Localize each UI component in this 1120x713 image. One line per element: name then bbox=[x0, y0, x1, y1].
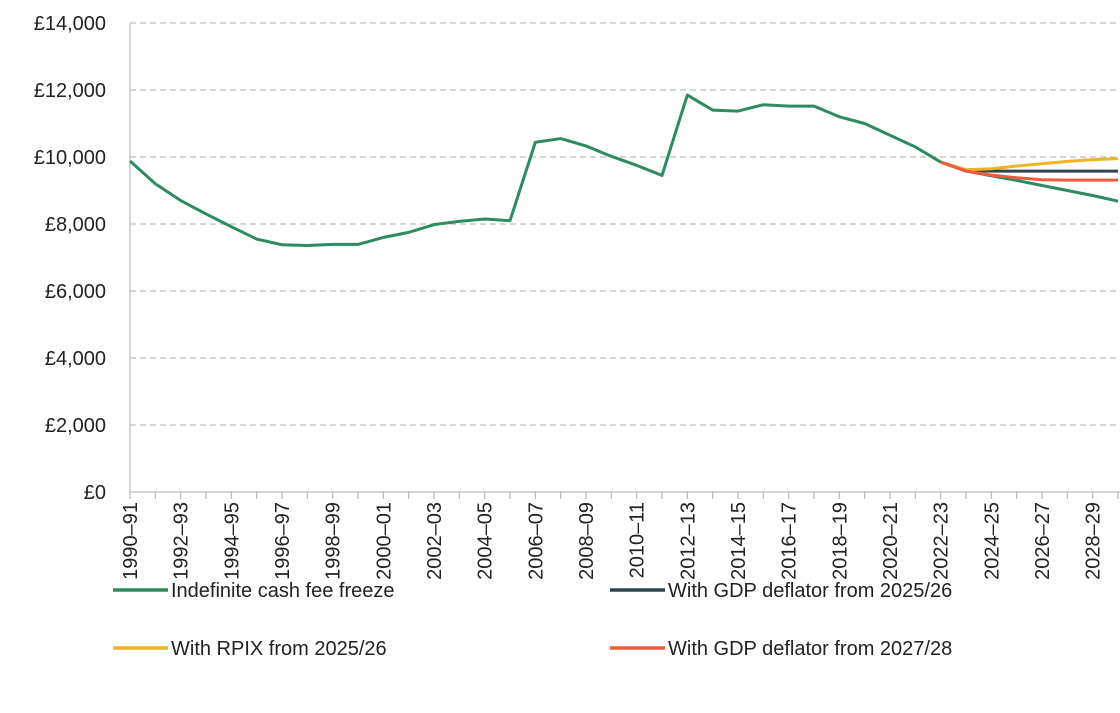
x-tick-label: 1990–91 bbox=[120, 502, 142, 580]
x-tick-label: 1994–95 bbox=[221, 502, 243, 580]
legend-label: Indefinite cash fee freeze bbox=[171, 580, 394, 602]
x-tick-label: 2020–21 bbox=[880, 502, 902, 580]
y-tick-label: £0 bbox=[84, 482, 106, 504]
y-tick-label: £12,000 bbox=[34, 80, 106, 102]
x-tick-label: 2026–27 bbox=[1032, 502, 1054, 580]
x-tick-label: 2024–25 bbox=[981, 502, 1003, 580]
x-tick-label: 2010–11 bbox=[627, 502, 649, 578]
y-tick-label: £10,000 bbox=[34, 147, 106, 169]
series-line bbox=[940, 160, 1118, 182]
x-tick-label: 2000–01 bbox=[373, 502, 395, 580]
x-tick-label: 2002–03 bbox=[424, 502, 446, 580]
y-tick-label: £4,000 bbox=[45, 348, 106, 370]
x-tick-label: 2004–05 bbox=[475, 502, 497, 580]
x-tick-label: 2014–15 bbox=[728, 502, 750, 580]
series-line bbox=[940, 157, 1119, 172]
x-tick-label: 2012–13 bbox=[677, 502, 699, 580]
legend-label: With GDP deflator from 2025/26 bbox=[668, 580, 952, 602]
x-tick-label: 2028–29 bbox=[1083, 502, 1105, 580]
x-tick-label: 1992–93 bbox=[171, 502, 193, 580]
y-tick-label: £14,000 bbox=[34, 13, 106, 35]
x-tick-label: 2008–09 bbox=[576, 502, 598, 580]
legend-label: With RPIX from 2025/26 bbox=[171, 638, 387, 660]
y-tick-label: £2,000 bbox=[45, 415, 106, 437]
y-tick-label: £8,000 bbox=[45, 214, 106, 236]
x-tick-label: 1996–97 bbox=[272, 502, 294, 580]
x-tick-label: 1998–99 bbox=[323, 502, 345, 580]
x-tick-label: 2016–17 bbox=[779, 502, 801, 580]
legend-label: With GDP deflator from 2027/28 bbox=[668, 638, 952, 660]
x-tick-label: 2022–23 bbox=[931, 502, 953, 580]
x-tick-label: 2018–19 bbox=[829, 502, 851, 580]
y-tick-label: £6,000 bbox=[45, 281, 106, 303]
x-tick-label: 2006–07 bbox=[525, 502, 547, 580]
